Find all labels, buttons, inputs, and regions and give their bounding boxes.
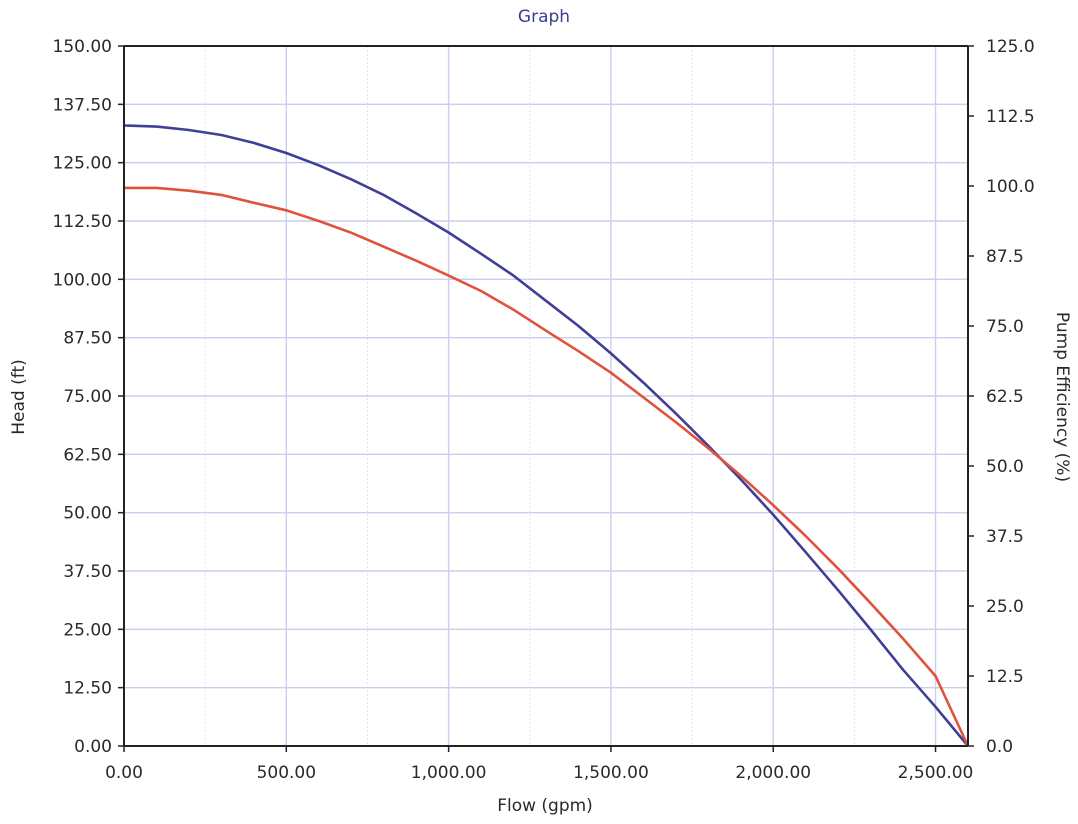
- x-tick-label: 1,000.00: [411, 763, 487, 783]
- y-tick-label: 75.00: [63, 387, 112, 407]
- y-tick-label: 37.50: [63, 562, 112, 582]
- y-tick-label: 100.00: [53, 270, 112, 290]
- y-axis-label: Head (ft): [9, 359, 29, 434]
- series-layer: [123, 124, 970, 747]
- x-tick-label: 0.00: [105, 763, 143, 783]
- y2-tick-label: 112.5: [986, 107, 1035, 127]
- chart-title: Graph: [518, 7, 570, 27]
- y-tick-label: 25.00: [63, 620, 112, 640]
- y2-tick-label: 37.5: [986, 527, 1024, 547]
- y-tick-label: 87.50: [63, 329, 112, 349]
- y-tick-label: 0.00: [74, 737, 112, 757]
- y-tick-label: 112.50: [53, 212, 112, 232]
- x-tick-label: 1,500.00: [573, 763, 649, 783]
- series-line-red: [124, 186, 970, 747]
- tick-labels: 0.00 500.00 1,000.00 1,500.00 2,000.00 2,500.…: [53, 37, 1035, 783]
- y-tick-label: 150.00: [53, 37, 112, 57]
- y2-tick-label: 87.5: [986, 247, 1024, 267]
- y-tick-label: 50.00: [63, 504, 112, 524]
- y2-tick-label: 125.0: [986, 37, 1035, 57]
- y2-tick-label: 100.0: [986, 177, 1035, 197]
- grid: [123, 45, 968, 747]
- axes: [118, 45, 974, 752]
- y2-tick-label: 50.0: [986, 457, 1024, 477]
- series-line-blue: [123, 124, 970, 747]
- y2-tick-label: 75.0: [986, 317, 1024, 337]
- y-tick-label: 12.50: [63, 679, 112, 699]
- y2-axis-label: Pump Efficiency (%): [1052, 312, 1072, 482]
- y2-tick-label: 12.5: [986, 667, 1024, 687]
- y2-tick-label: 25.0: [986, 597, 1024, 617]
- y-tick-label: 125.00: [53, 154, 112, 174]
- x-tick-label: 2,500.00: [898, 763, 974, 783]
- y-tick-label: 62.50: [63, 445, 112, 465]
- y2-tick-label: 0.0: [986, 737, 1013, 757]
- y2-tick-label: 62.5: [986, 387, 1024, 407]
- x-axis-label: Flow (gpm): [497, 796, 593, 816]
- x-tick-label: 2,000.00: [735, 763, 811, 783]
- y-tick-label: 137.50: [53, 95, 112, 115]
- x-tick-label: 500.00: [257, 763, 316, 783]
